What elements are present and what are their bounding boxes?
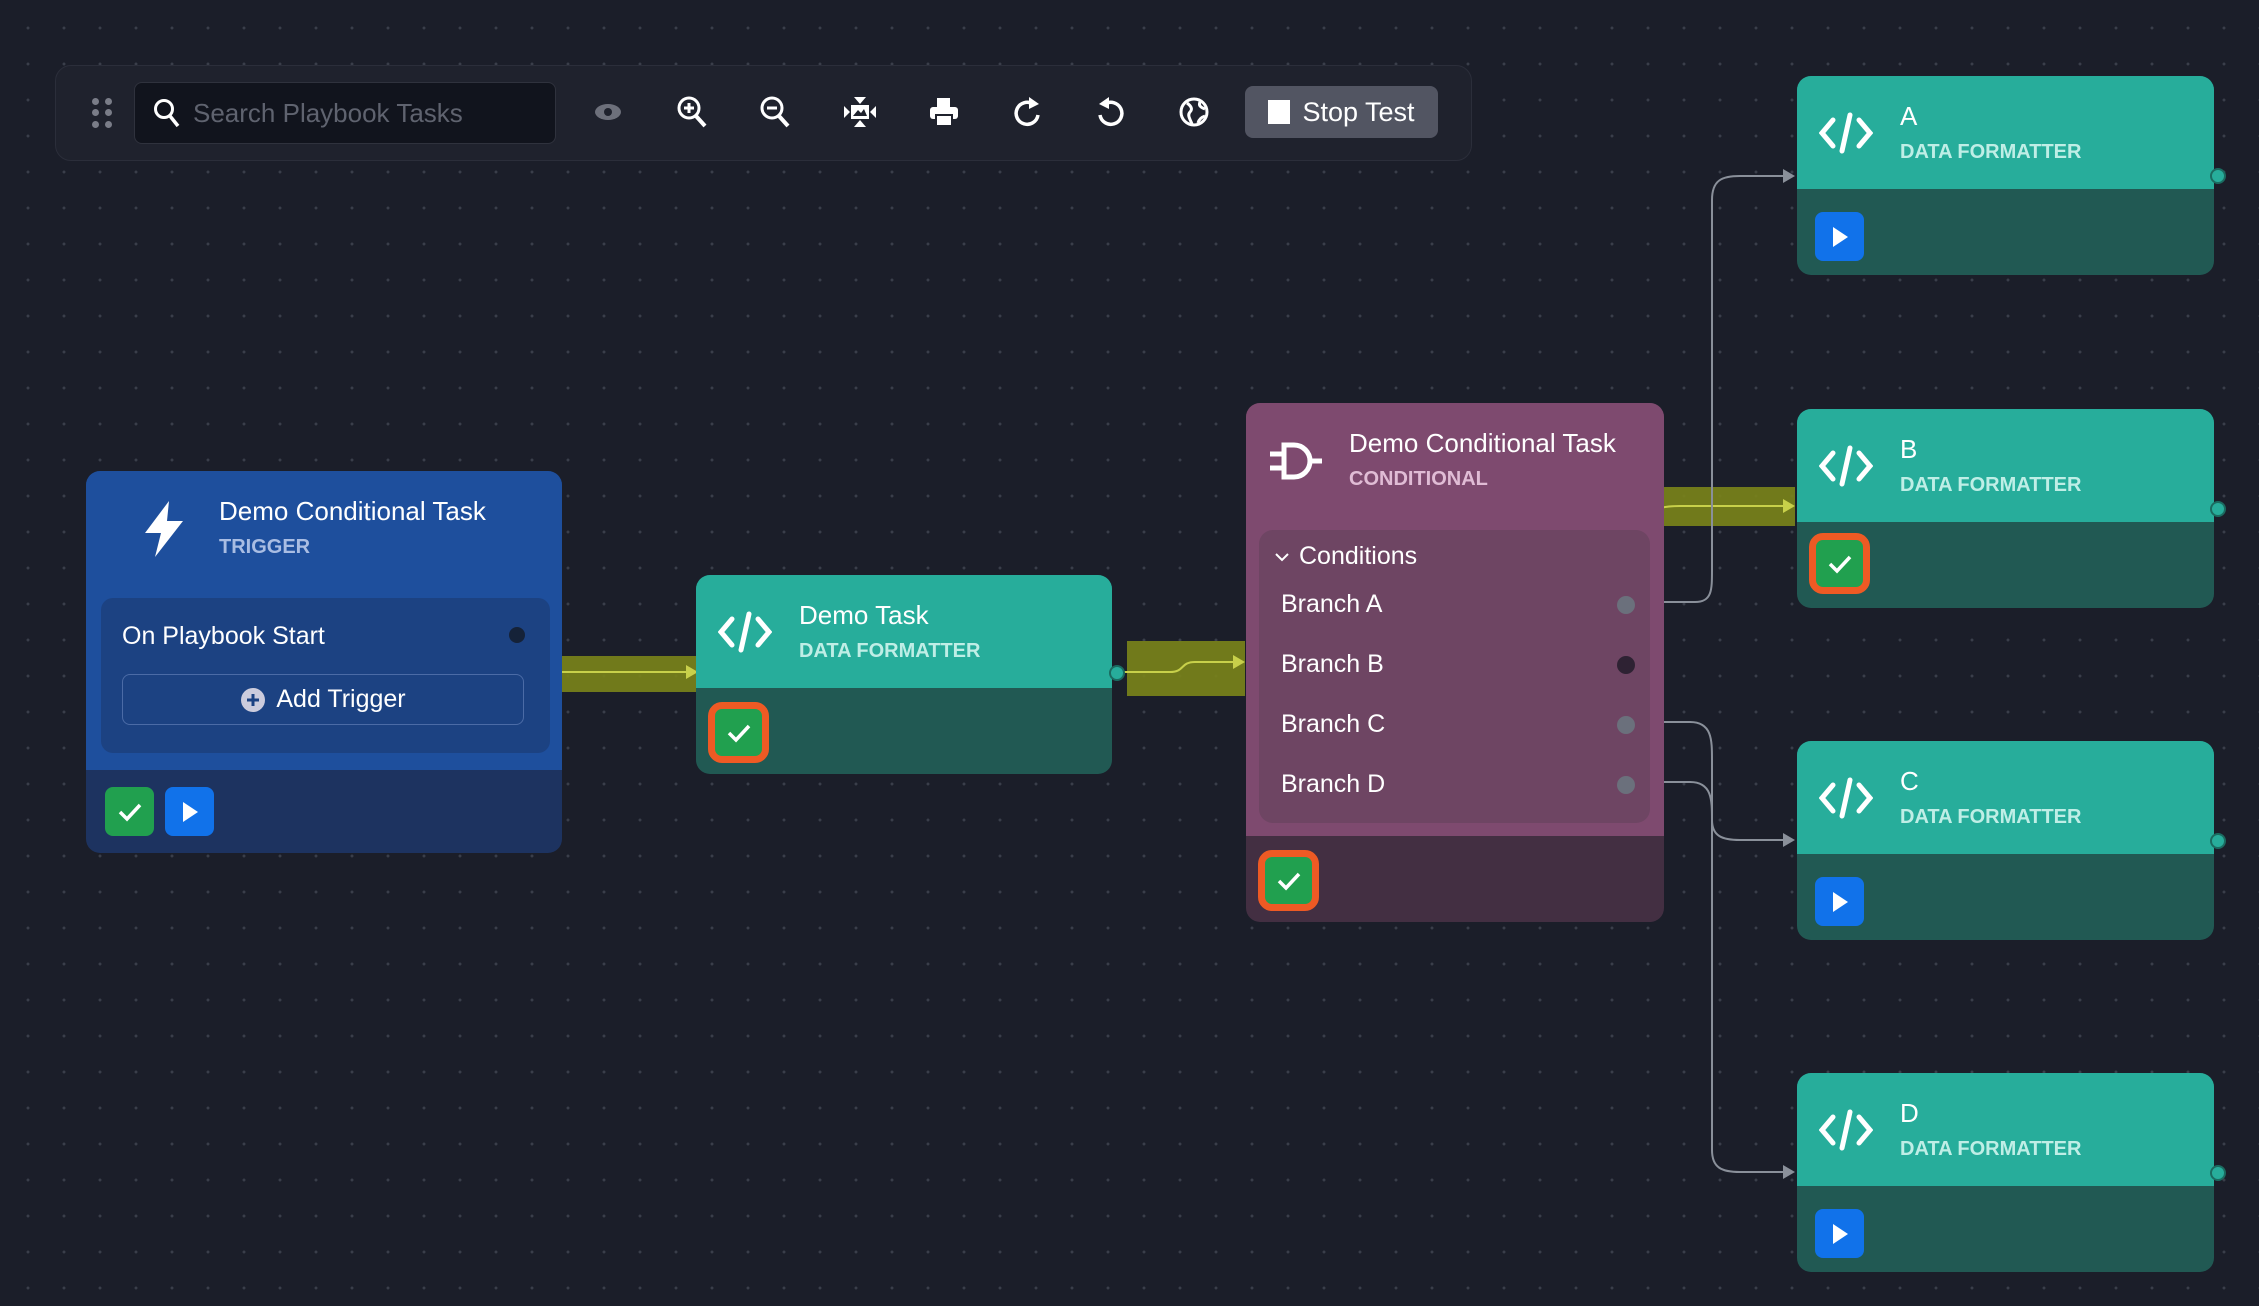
trigger-item: On Playbook Start bbox=[122, 622, 325, 650]
success-status-button[interactable] bbox=[708, 702, 769, 763]
success-status-button[interactable] bbox=[105, 787, 154, 836]
target-node-a[interactable]: A DATA FORMATTER bbox=[1797, 76, 2214, 275]
plus-circle-icon bbox=[241, 687, 266, 712]
run-button[interactable] bbox=[1815, 1209, 1864, 1258]
conditions-panel: Conditions Branch A Branch B Branch C Br… bbox=[1259, 530, 1650, 823]
node-title: A bbox=[1900, 101, 1918, 131]
check-icon bbox=[1277, 872, 1300, 891]
code-icon bbox=[1819, 777, 1873, 819]
output-handle[interactable] bbox=[2210, 833, 2226, 849]
visibility-icon[interactable] bbox=[588, 92, 628, 132]
undo-icon[interactable] bbox=[1091, 92, 1131, 132]
play-icon bbox=[1832, 1223, 1848, 1244]
target-node-c[interactable]: C DATA FORMATTER bbox=[1797, 741, 2214, 940]
node-type: DATA FORMATTER bbox=[799, 640, 981, 662]
play-icon bbox=[182, 801, 198, 822]
node-type: DATA FORMATTER bbox=[1900, 141, 2082, 163]
branch-d-handle[interactable] bbox=[1617, 776, 1635, 794]
code-icon bbox=[1819, 1109, 1873, 1151]
target-node-d[interactable]: D DATA FORMATTER bbox=[1797, 1073, 2214, 1272]
node-type: TRIGGER bbox=[219, 536, 311, 558]
branch-a: Branch A bbox=[1281, 590, 1383, 618]
output-handle[interactable] bbox=[2210, 168, 2226, 184]
output-handle[interactable] bbox=[2210, 501, 2226, 517]
drag-handle-icon[interactable] bbox=[92, 98, 112, 128]
trigger-node[interactable]: Demo Conditional Task TRIGGER On Playboo… bbox=[86, 471, 562, 853]
node-title: Demo Conditional Task bbox=[1349, 428, 1616, 458]
node-title: B bbox=[1900, 434, 1918, 464]
zoom-in-icon[interactable] bbox=[672, 92, 712, 132]
print-icon[interactable] bbox=[924, 92, 964, 132]
logic-gate-icon bbox=[1270, 442, 1322, 480]
conditional-node[interactable]: Demo Conditional Task CONDITIONAL Condit… bbox=[1246, 403, 1664, 922]
search-box[interactable] bbox=[134, 82, 556, 144]
add-trigger-button[interactable]: Add Trigger bbox=[122, 674, 524, 725]
active-edge-task-conditional bbox=[1127, 641, 1245, 696]
fit-view-icon[interactable] bbox=[840, 92, 880, 132]
check-icon bbox=[118, 803, 141, 822]
code-icon bbox=[718, 611, 772, 653]
branch-b-handle[interactable] bbox=[1617, 656, 1635, 674]
stop-icon bbox=[1268, 100, 1291, 124]
run-button[interactable] bbox=[1815, 212, 1864, 261]
node-type: DATA FORMATTER bbox=[1900, 474, 2082, 496]
trigger-list: On Playbook Start Add Trigger bbox=[101, 598, 550, 753]
run-button[interactable] bbox=[1815, 877, 1864, 926]
demo-task-node[interactable]: Demo Task DATA FORMATTER bbox=[696, 575, 1112, 774]
node-type: CONDITIONAL bbox=[1349, 468, 1488, 490]
success-status-button[interactable] bbox=[1809, 533, 1870, 594]
branch-a-handle[interactable] bbox=[1617, 596, 1635, 614]
play-icon bbox=[1832, 226, 1848, 247]
chevron-down-icon bbox=[1275, 552, 1289, 561]
trigger-output-handle[interactable] bbox=[509, 627, 525, 643]
node-title: Demo Task bbox=[799, 600, 929, 630]
lightning-icon bbox=[145, 501, 183, 557]
redo-icon[interactable] bbox=[1007, 92, 1047, 132]
node-title: Demo Conditional Task bbox=[219, 496, 486, 526]
success-status-button[interactable] bbox=[1258, 850, 1319, 911]
code-icon bbox=[1819, 112, 1873, 154]
target-node-b[interactable]: B DATA FORMATTER bbox=[1797, 409, 2214, 608]
check-icon bbox=[727, 724, 750, 743]
task-output-handle[interactable] bbox=[1109, 665, 1125, 681]
branch-d: Branch D bbox=[1281, 770, 1386, 798]
active-edge-trigger-task bbox=[562, 656, 696, 692]
check-icon bbox=[1828, 555, 1851, 574]
branch-c: Branch C bbox=[1281, 710, 1386, 738]
play-icon bbox=[1832, 891, 1848, 912]
conditions-toggle[interactable]: Conditions bbox=[1275, 542, 1417, 571]
node-title: D bbox=[1900, 1098, 1919, 1128]
node-type: DATA FORMATTER bbox=[1900, 1138, 2082, 1160]
search-icon bbox=[154, 99, 180, 128]
branch-b: Branch B bbox=[1281, 650, 1384, 678]
run-button[interactable] bbox=[165, 787, 214, 836]
node-type: DATA FORMATTER bbox=[1900, 806, 2082, 828]
output-handle[interactable] bbox=[2210, 1165, 2226, 1181]
zoom-out-icon[interactable] bbox=[755, 92, 795, 132]
node-title: C bbox=[1900, 766, 1919, 796]
code-icon bbox=[1819, 445, 1873, 487]
search-input[interactable] bbox=[193, 97, 533, 129]
globe-icon[interactable] bbox=[1174, 92, 1214, 132]
stop-test-button[interactable]: Stop Test bbox=[1245, 86, 1438, 138]
branch-c-handle[interactable] bbox=[1617, 716, 1635, 734]
